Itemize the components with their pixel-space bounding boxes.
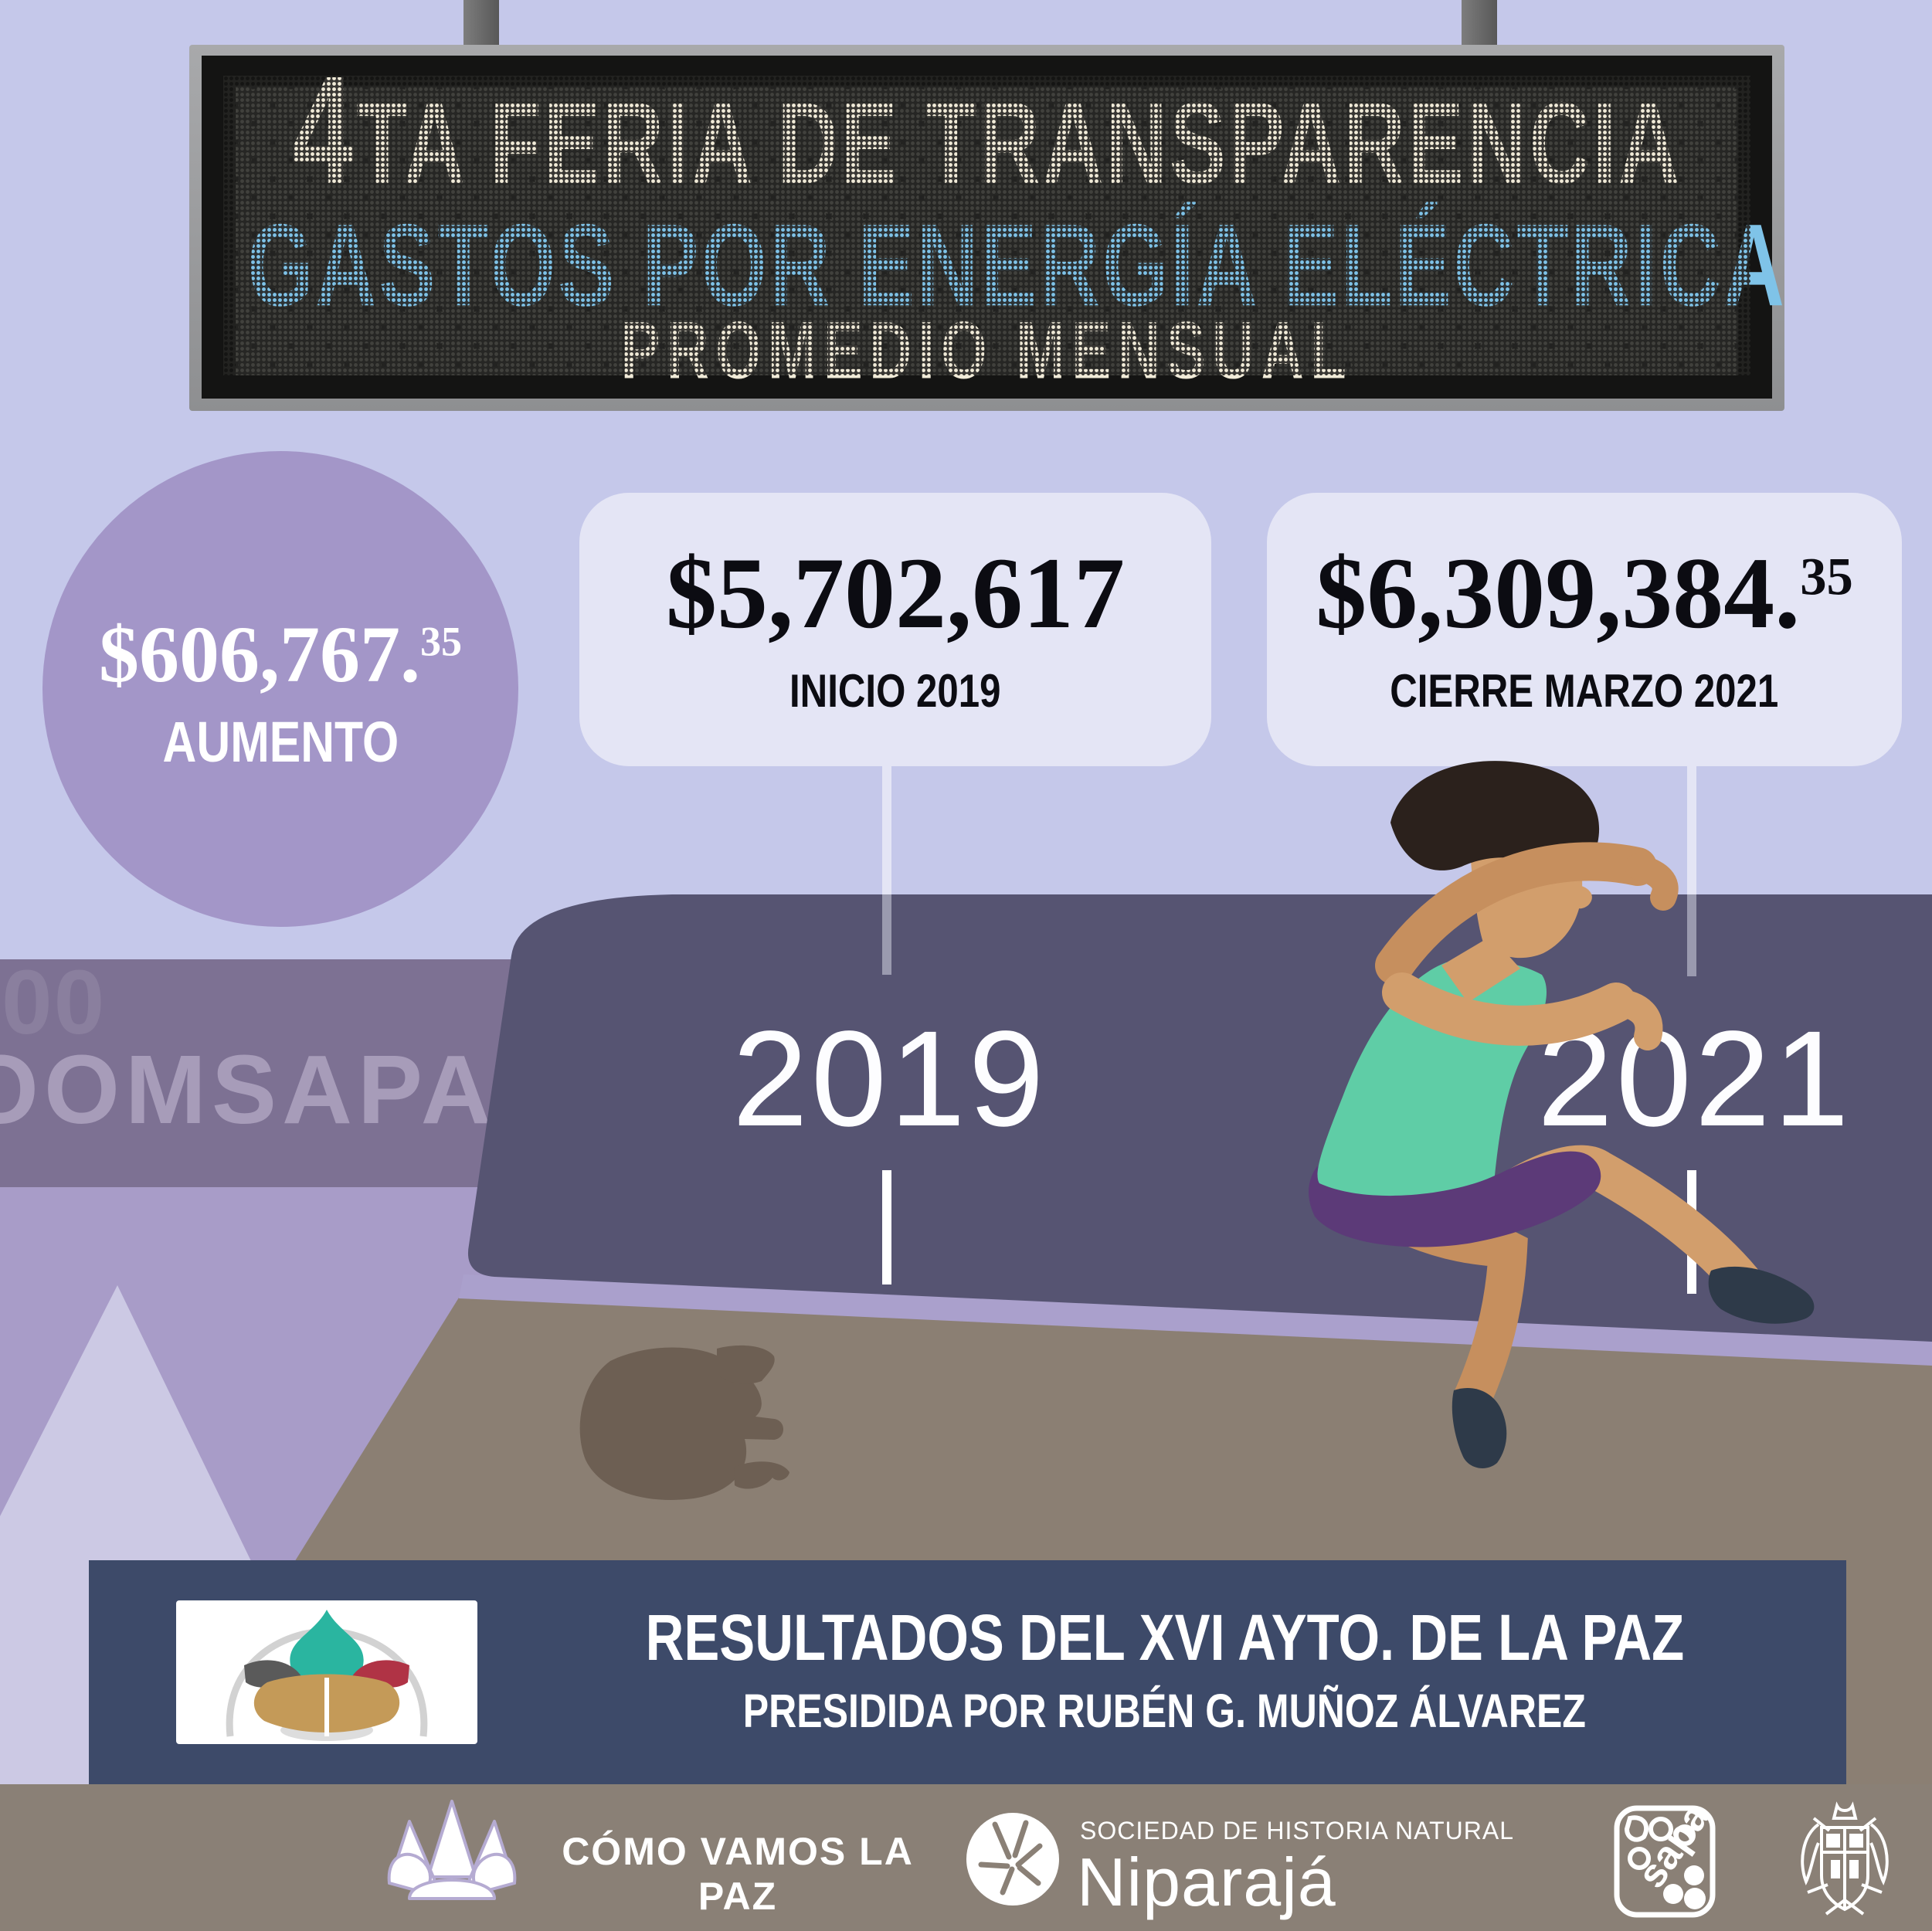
la-paz-coat-of-arms — [1801, 1801, 1889, 1916]
sign-line-1: 4TA FERIA DE TRANSPARENCIA — [189, 54, 1784, 209]
year-label-2019: 2019 — [732, 1003, 1047, 1155]
front-shoe — [1708, 1266, 1815, 1324]
banner-line-1: RESULTADOS DEL XVI AYTO. DE LA PAZ — [645, 1601, 1684, 1674]
stem-2019-lower — [882, 894, 891, 975]
back-leg — [1394, 1209, 1528, 1416]
board-base-strip — [459, 1274, 1932, 1366]
amount-card-2019: $5,702,617 INICIO 2019 — [579, 493, 1211, 766]
banner-line-2: PRESIDIDA POR RUBÉN G. MUÑOZ ÁLVAREZ — [742, 1685, 1587, 1737]
sand-landing-mark-top — [717, 1345, 775, 1384]
increase-badge: $606,767.35 AUMENTO — [42, 451, 518, 927]
stem-2021-lower — [1687, 894, 1696, 976]
stem-2019-upper — [882, 766, 891, 894]
niparaja-supertitle: SOCIEDAD DE HISTORIA NATURAL — [1080, 1817, 1515, 1844]
amount-card-2021: $6,309,384.35 CIERRE MARZO 2021 — [1267, 493, 1902, 766]
sand-landing-mark-bottom — [734, 1461, 789, 1489]
results-banner: RESULTADOS DEL XVI AYTO. DE LA PAZ PRESI… — [89, 1560, 1846, 1784]
logo-flame — [290, 1610, 364, 1685]
sign-line-2: GASTOS POR ENERGÍA ELÉCTRICA — [246, 200, 1787, 331]
lower-arm — [1382, 972, 1636, 1046]
amount-2021: $6,309,384.35 — [1316, 536, 1853, 650]
amount-2021-label: CIERRE MARZO 2021 — [1390, 665, 1779, 717]
como-vamos-la-paz-wordmark: CÓMO VAMOS LA PAZ OBSERVATORIO CIUDADANO — [562, 1830, 914, 1931]
como-vamos-la-paz-icon — [387, 1800, 517, 1900]
neck — [1441, 936, 1520, 1003]
tick-2019 — [882, 1170, 891, 1285]
raised-arm — [1375, 842, 1657, 985]
wall-watermark: 00 — [2, 959, 107, 1054]
amount-2019: $5,702,617 — [666, 536, 1125, 650]
transparency-fair-logo — [226, 1610, 428, 1741]
stem-2021-upper — [1687, 766, 1696, 894]
wall-oomsapas-text: OOMSAPAS — [0, 1035, 567, 1144]
sign-line-1-lead: 4 — [291, 45, 357, 217]
nose — [1571, 885, 1592, 909]
sand-landing-mark-large — [579, 1347, 783, 1500]
back-shoe — [1452, 1387, 1507, 1468]
sign-line-3: PROMEDIO MENSUAL — [620, 306, 1353, 396]
sign-line-1-rest: TA FERIA DE TRANSPARENCIA — [356, 78, 1682, 209]
increase-amount-cents: 35 — [419, 618, 463, 665]
niparaja-icon — [966, 1813, 1059, 1906]
banner-logo-box — [176, 1600, 477, 1744]
increase-amount: $606,767.35 — [98, 610, 463, 699]
niparaja-wordmark: Niparajá — [1077, 1844, 1336, 1920]
oomsapas-wall: 00 OOMSAPAS — [0, 959, 680, 1187]
shorts — [1309, 1151, 1601, 1247]
long-jumper-illustration — [1309, 761, 1815, 1468]
sapa-logo: sapa — [1614, 1804, 1716, 1918]
footer-bar — [0, 1784, 1932, 1931]
raised-hand — [1625, 854, 1679, 911]
lower-hand — [1602, 989, 1663, 1050]
amount-2019-label: INICIO 2019 — [789, 665, 1001, 717]
increase-label: AUMENTO — [162, 710, 399, 774]
